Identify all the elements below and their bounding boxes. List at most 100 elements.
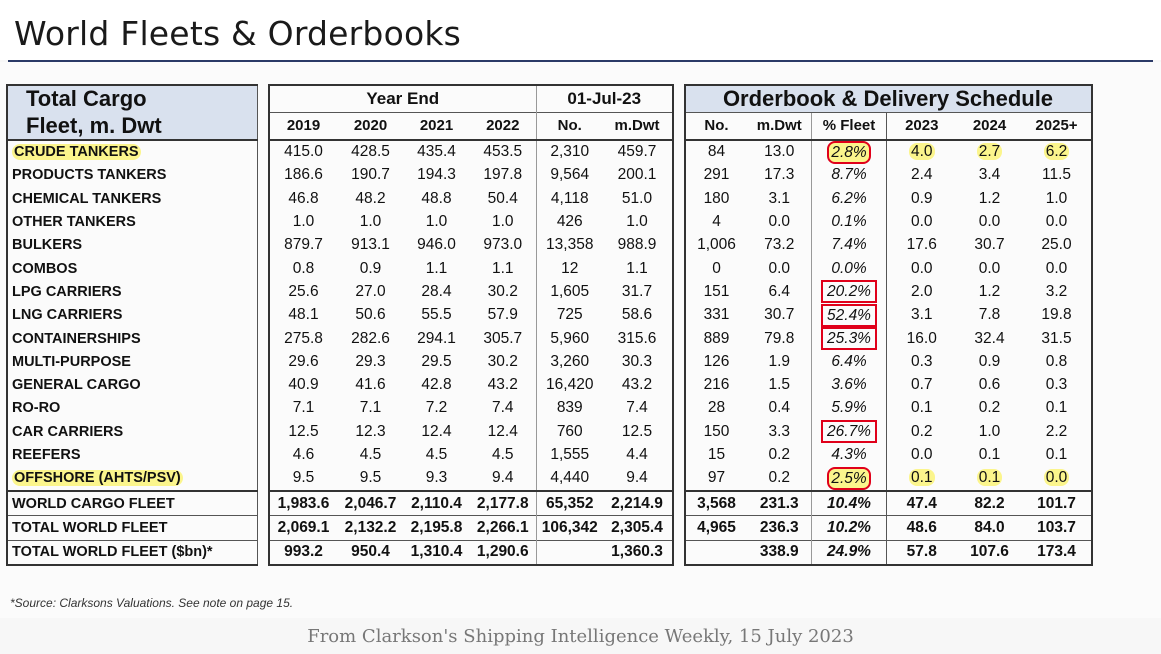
cell-y2022: 50.4 <box>487 189 518 207</box>
cell-y2019: 186.6 <box>267 163 338 188</box>
cell-y2020: 7.1 <box>359 399 382 417</box>
table-row: OFFSHORE (AHTS/PSV) 9.5 9.5 9.3 9.4 4,440 9.4 9… <box>6 466 1093 491</box>
cell-d2025plus: 0.1 <box>1022 396 1093 421</box>
cell-d2024: 0.2 <box>978 399 1001 417</box>
pct-highlight-box: 26.7% <box>821 420 877 444</box>
col-2019: 2019 <box>267 112 338 141</box>
cell-d2023: 4.0 <box>887 140 957 164</box>
row-label: CONTAINERSHIPS <box>6 326 258 351</box>
row-label: WORLD CARGO FLEET <box>6 489 258 516</box>
cell-d2023: 3.1 <box>910 306 933 324</box>
title-rule <box>8 60 1153 62</box>
cell-ob-dwt: 0.2 <box>768 469 791 487</box>
cell-pct-fleet: 10.4% <box>811 489 887 516</box>
cell-fleet-dwt: 1.1 <box>602 256 674 281</box>
cell-y2021: 29.5 <box>421 352 452 370</box>
cell-fleet-dwt: 315.6 <box>602 326 674 351</box>
cell-y2020: 27.0 <box>355 282 386 300</box>
cell-y2021: 4.5 <box>425 446 448 463</box>
cell-d2025plus: 0.0 <box>1022 210 1093 234</box>
cell-d2023: 0.1 <box>887 467 957 491</box>
cell-d2024: 32.4 <box>974 329 1005 347</box>
cell-y2021: 1,310.4 <box>403 539 470 566</box>
cell-y2022: 453.5 <box>483 143 523 161</box>
cell-y2020: 913.1 <box>351 236 390 254</box>
cell-y2021: 194.3 <box>417 166 456 184</box>
cell-ob-no <box>683 539 748 566</box>
row-label: GENERAL CARGO <box>6 373 258 397</box>
col-2023: 2023 <box>886 112 957 141</box>
cell-d2024: 0.0 <box>978 259 1001 277</box>
cell-pct-fleet: 2.8% <box>811 139 887 164</box>
value-highlight: 4.0 <box>908 143 935 161</box>
cell-ob-dwt: 338.9 <box>747 539 812 566</box>
cell-d2025plus: 31.5 <box>1022 326 1093 351</box>
col-fleet-dwt: m.Dwt <box>602 112 674 141</box>
value-highlight: 6.2 <box>1043 143 1070 161</box>
table-row: CHEMICAL TANKERS 46.8 48.2 48.8 50.4 4,118 51.… <box>6 187 1093 211</box>
cell-ob-dwt: 73.2 <box>764 236 795 254</box>
page-title: World Fleets & Orderbooks <box>14 14 462 53</box>
cell-y2019: 1.0 <box>267 210 338 234</box>
cell-ob-no: 291 <box>683 163 748 188</box>
cell-ob-no: 126 <box>683 350 748 374</box>
cell-d2023: 0.0 <box>910 213 933 231</box>
cell-pct-fleet: 3.6% <box>811 373 887 397</box>
row-label: TOTAL WORLD FLEET ($bn)* <box>6 539 258 566</box>
source-note: *Source: Clarksons Valuations. See note … <box>10 596 294 610</box>
cell-fleet-no: 1,605 <box>536 280 603 304</box>
cell-d2025plus: 2.2 <box>1022 420 1093 444</box>
cell-y2022: 4.5 <box>491 446 514 463</box>
table-row: GENERAL CARGO 40.9 41.6 42.8 43.2 16,420 43.2 2… <box>6 373 1093 397</box>
cell-ob-no: 84 <box>683 139 748 164</box>
cell-ob-dwt: 0.0 <box>768 213 791 231</box>
cell-ob-no: 331 <box>683 303 748 327</box>
cell-d2024: 2.7 <box>957 140 1023 164</box>
cell-ob-dwt: 17.3 <box>764 166 795 184</box>
row-label: LPG CARRIERS <box>6 280 258 304</box>
cell-d2024: 84.0 <box>956 515 1023 541</box>
row-label: OFFSHORE (AHTS/PSV) <box>6 466 258 491</box>
table-row: PRODUCTS TANKERS 186.6 190.7 194.3 197.8 9,56… <box>6 163 1093 188</box>
value-highlight: 2.7 <box>976 143 1003 161</box>
cell-d2025plus: 6.2 <box>1022 139 1093 164</box>
credit-caption: From Clarkson's Shipping Intelligence We… <box>307 626 854 647</box>
cell-d2023: 0.0 <box>910 259 933 277</box>
cell-fleet-no: 2,310 <box>536 139 603 164</box>
cell-fleet-no: 5,960 <box>536 326 603 351</box>
total-row: TOTAL WORLD FLEET ($bn)* 993.2 950.4 1,310.… <box>6 539 1093 566</box>
cell-y2020: 4.5 <box>359 446 382 463</box>
cell-y2020: 428.5 <box>351 143 390 161</box>
cell-y2021: 42.8 <box>421 376 452 394</box>
row-label: BULKERS <box>6 233 258 257</box>
cell-y2019: 415.0 <box>267 139 338 164</box>
cell-d2025plus: 25.0 <box>1022 233 1093 257</box>
cell-d2025plus: 173.4 <box>1022 539 1093 566</box>
cell-pct-fleet: 0.0% <box>811 256 887 281</box>
cell-fleet-no: 1,555 <box>536 443 603 467</box>
col-2022: 2022 <box>469 112 537 141</box>
cell-fleet-dwt: 200.1 <box>602 163 674 188</box>
cell-ob-no: 15 <box>683 443 748 467</box>
cell-ob-dwt: 79.8 <box>764 329 795 347</box>
cell-fleet-no: 106,342 <box>536 515 603 541</box>
cell-ob-dwt: 0.2 <box>768 446 791 463</box>
cell-y2019: 879.7 <box>267 233 338 257</box>
cell-ob-no: 3,568 <box>683 489 748 516</box>
pct-highlight-box: 2.8% <box>827 140 871 164</box>
table-row: REEFERS 4.6 4.5 4.5 4.5 1,555 4.4 15 0.2 4.3% 0.0 0… <box>6 443 1093 467</box>
row-label: MULTI-PURPOSE <box>6 350 258 374</box>
cell-y2019: 12.5 <box>267 420 338 444</box>
cell-y2019: 0.8 <box>267 256 338 281</box>
col-2020: 2020 <box>337 112 404 141</box>
cell-fleet-dwt: 9.4 <box>602 466 674 491</box>
cell-y2022: 2,266.1 <box>469 515 537 541</box>
col-pct-fleet: % Fleet <box>811 112 887 141</box>
cell-y2020: 1.0 <box>359 213 382 231</box>
cell-d2025plus: 11.5 <box>1022 163 1093 188</box>
row-label: CHEMICAL TANKERS <box>6 187 258 211</box>
cell-y2020: 9.5 <box>359 469 382 487</box>
header-year-end: Year End <box>267 84 537 113</box>
cell-y2022: 12.4 <box>487 422 518 440</box>
cell-d2025plus: 1.0 <box>1022 187 1093 211</box>
